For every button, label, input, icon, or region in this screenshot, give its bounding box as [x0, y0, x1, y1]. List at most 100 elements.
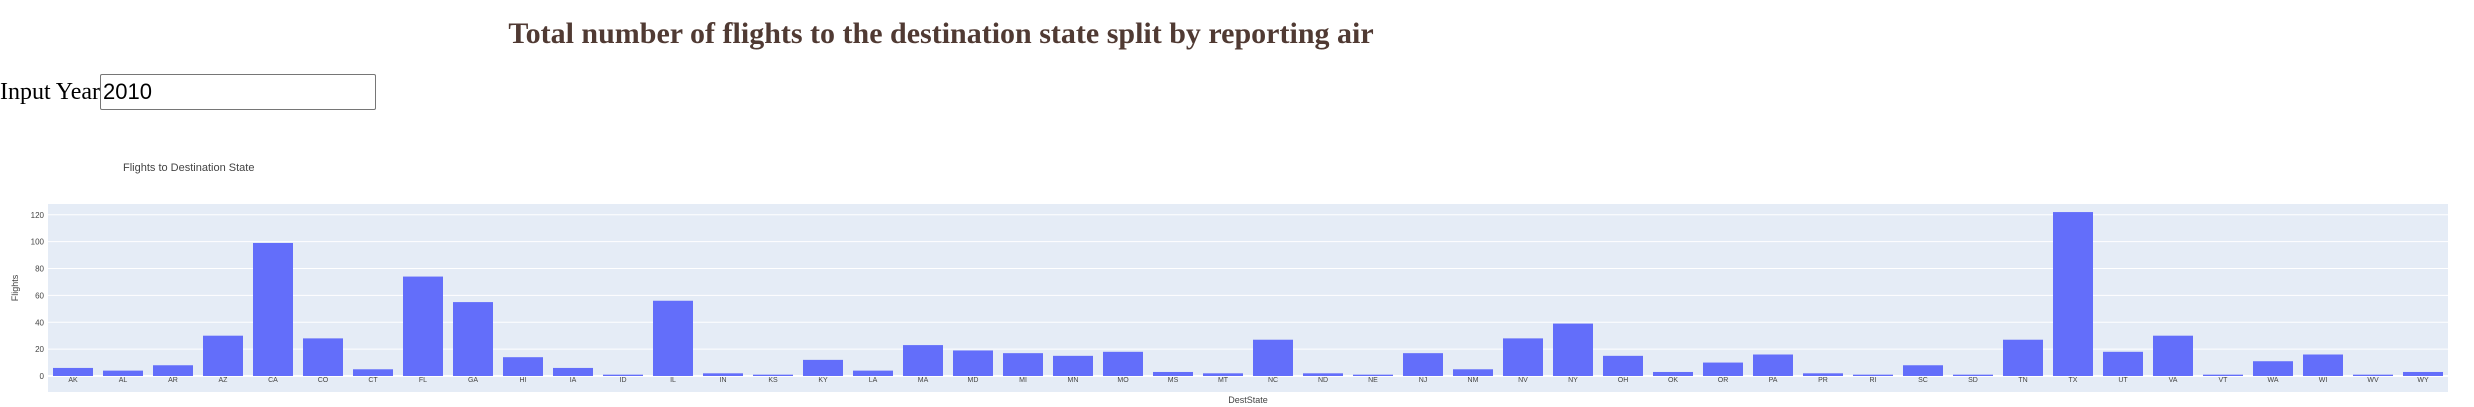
bar-oh[interactable] — [1603, 355, 1643, 376]
x-tick-label: OK — [1668, 377, 1678, 384]
x-tick-label: NM — [1468, 377, 1479, 384]
bar-ne[interactable] — [1353, 374, 1393, 376]
bar-ny[interactable] — [1553, 323, 1593, 376]
x-tick-label: PA — [1769, 377, 1778, 384]
y-tick-label: 120 — [31, 211, 45, 220]
bar-ok[interactable] — [1653, 371, 1693, 376]
bar-tn[interactable] — [2003, 339, 2043, 376]
x-tick-label: MT — [1218, 377, 1229, 384]
x-tick-label: RI — [1870, 377, 1877, 384]
chart-title: Flights to Destination State — [123, 162, 254, 174]
x-tick-label: CO — [318, 377, 329, 384]
bar-vt[interactable] — [2203, 374, 2243, 376]
bar-nm[interactable] — [1453, 369, 1493, 376]
bar-ut[interactable] — [2103, 351, 2143, 376]
bar-wy[interactable] — [2403, 371, 2443, 376]
x-tick-label: GA — [468, 377, 478, 384]
x-tick-label: LA — [869, 377, 878, 384]
bar-ma[interactable] — [903, 345, 943, 376]
bar-ks[interactable] — [753, 374, 793, 376]
y-axis-ticks: 0 20 40 60 80 100 120 — [31, 211, 45, 381]
bar-mn[interactable] — [1053, 355, 1093, 376]
bar-sc[interactable] — [1903, 365, 1943, 376]
plot-area — [48, 204, 2448, 392]
bar-nd[interactable] — [1303, 373, 1343, 376]
bar-il[interactable] — [653, 300, 693, 376]
bar-hi[interactable] — [503, 357, 543, 376]
bar-ms[interactable] — [1153, 371, 1193, 376]
bar-nv[interactable] — [1503, 338, 1543, 376]
x-tick-label: MI — [1019, 377, 1027, 384]
bar-pa[interactable] — [1753, 354, 1793, 377]
x-tick-label: CT — [368, 377, 378, 384]
bar-ca[interactable] — [253, 242, 293, 376]
bar-az[interactable] — [203, 335, 243, 376]
x-tick-label: AL — [119, 377, 128, 384]
bar-sd[interactable] — [1953, 374, 1993, 376]
year-input[interactable] — [100, 74, 376, 110]
x-tick-label: KS — [768, 377, 778, 384]
x-tick-label: TN — [2018, 377, 2027, 384]
x-tick-label: UT — [2118, 377, 2128, 384]
bar-mt[interactable] — [1203, 373, 1243, 376]
x-tick-label: NY — [1568, 377, 1578, 384]
x-tick-label: NC — [1268, 377, 1278, 384]
x-tick-label: MN — [1068, 377, 1079, 384]
x-tick-label: AZ — [219, 377, 229, 384]
page-title: Total number of flights to the destinati… — [508, 17, 1374, 50]
x-tick-label: WY — [2417, 377, 2429, 384]
bar-mi[interactable] — [1003, 353, 1043, 376]
x-tick-label: ND — [1318, 377, 1328, 384]
y-tick-label: 100 — [31, 238, 45, 247]
x-tick-label: AK — [68, 377, 78, 384]
x-tick-label: ID — [620, 377, 627, 384]
bar-ia[interactable] — [553, 367, 593, 376]
x-tick-label: NE — [1368, 377, 1378, 384]
bar-ky[interactable] — [803, 359, 843, 376]
bar-co[interactable] — [303, 338, 343, 376]
y-tick-label: 0 — [40, 372, 45, 381]
bar-ct[interactable] — [353, 369, 393, 376]
x-tick-label: SD — [1968, 377, 1978, 384]
bar-md[interactable] — [953, 350, 993, 376]
x-tick-label: NV — [1518, 377, 1528, 384]
bar-al[interactable] — [103, 370, 143, 376]
bar-ga[interactable] — [453, 302, 493, 376]
bar-nj[interactable] — [1403, 353, 1443, 376]
bar-wv[interactable] — [2353, 374, 2393, 376]
x-tick-label: VT — [2219, 377, 2229, 384]
bar-in[interactable] — [703, 373, 743, 376]
year-input-label: Input Year — [0, 78, 100, 105]
x-tick-label: IA — [570, 377, 577, 384]
grid-lines — [48, 214, 2448, 377]
x-tick-label: TX — [2069, 377, 2078, 384]
bar-la[interactable] — [853, 370, 893, 376]
bar-wa[interactable] — [2253, 361, 2293, 376]
x-tick-label: KY — [818, 377, 828, 384]
x-tick-label: IN — [720, 377, 727, 384]
bar-or[interactable] — [1703, 362, 1743, 376]
y-tick-label: 40 — [35, 318, 44, 327]
bar-fl[interactable] — [403, 276, 443, 376]
x-tick-label: MD — [968, 377, 979, 384]
bar-ri[interactable] — [1853, 374, 1893, 376]
bar-wi[interactable] — [2303, 354, 2343, 377]
y-tick-label: 20 — [35, 345, 44, 354]
year-input-row: Input Year — [0, 74, 376, 110]
bar-pr[interactable] — [1803, 373, 1843, 376]
y-tick-label: 80 — [35, 265, 44, 274]
bar-va[interactable] — [2153, 335, 2193, 376]
x-tick-label: MA — [918, 377, 929, 384]
x-tick-label: WA — [2267, 377, 2278, 384]
bar-ak[interactable] — [53, 367, 93, 376]
bar-tx[interactable] — [2053, 212, 2093, 376]
x-tick-label: MS — [1168, 377, 1179, 384]
x-tick-label: WV — [2367, 377, 2379, 384]
bar-nc[interactable] — [1253, 339, 1293, 376]
bar-mo[interactable] — [1103, 351, 1143, 376]
bar-id[interactable] — [603, 374, 643, 376]
x-tick-label: MO — [1117, 377, 1129, 384]
x-tick-label: IL — [670, 377, 676, 384]
x-axis-ticks: AK AL AR AZ CA CO CT FL GA HI IA ID IL IN KS KY LA MA MD MI… — [68, 377, 2429, 384]
bar-ar[interactable] — [153, 365, 193, 376]
